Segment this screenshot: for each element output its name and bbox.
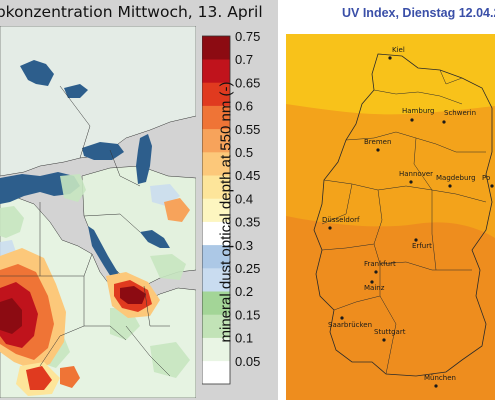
dust-colorbar: 0.05 0.1 0.15 0.2 0.25 0.3 0.35 0.4 0.45 0.5 0.55 0…: [202, 32, 260, 385]
colorbar-swatch: [202, 105, 230, 130]
city-markers: Kiel Hamburg Schwerin Bremen Hannover Magdebu…: [322, 46, 494, 388]
colorbar-swatch: [202, 337, 230, 362]
city-label: Saarbrücken: [328, 321, 372, 329]
colorbar-tick-label: 0.3: [235, 238, 253, 253]
city-marker: [382, 338, 386, 342]
uv-index-map: Kiel Hamburg Schwerin Bremen Hannover Magdebu…: [286, 34, 495, 400]
colorbar-swatch: [202, 59, 230, 83]
colorbar-swatch: [202, 291, 230, 315]
city-label: München: [424, 374, 456, 382]
light-blue-areas: [0, 184, 180, 344]
persian-gulf: [140, 230, 170, 248]
city-label: Erfurt: [412, 242, 432, 250]
city-label: Hamburg: [402, 107, 434, 115]
city-marker: [434, 384, 438, 388]
city-marker: [442, 120, 446, 124]
colorbar-swatch: [202, 268, 230, 292]
city-label: Kiel: [392, 46, 405, 54]
colorbar-tick-label: 0.65: [235, 75, 260, 90]
colorbar-tick-label: 0.2: [235, 284, 253, 299]
mediterranean-sea: [0, 172, 80, 204]
uv-index-panel: UV Index, Dienstag 12.04.2 Kiel Hamburg Sc…: [286, 0, 495, 400]
state-borders: [321, 69, 487, 375]
colorbar-tick-label: 0.55: [235, 122, 260, 137]
colorbar-swatch: [202, 152, 230, 176]
red-sea: [88, 226, 124, 288]
dust-forecast-panel: ubkonzentration Mittwoch, 13. April: [0, 0, 278, 400]
city-marker: [448, 184, 452, 188]
city-marker: [388, 56, 392, 60]
green-vegetation: [0, 174, 190, 378]
city-label: Bremen: [364, 138, 391, 146]
city-marker: [374, 270, 378, 274]
dust-plumes: [0, 198, 190, 396]
city-label: Hannover: [399, 170, 433, 178]
colorbar-swatch: [202, 36, 230, 60]
country-borders: [0, 85, 171, 377]
colorbar-tick-label: 0.05: [235, 354, 260, 369]
city-marker: [410, 118, 414, 122]
colorbar-swatch: [202, 314, 230, 338]
city-marker: [340, 316, 344, 320]
colorbar-swatch: [202, 128, 230, 153]
colorbar-tick-label: 0.7: [235, 52, 253, 67]
colorbar-tick-label: 0.5: [235, 145, 253, 160]
colorbar-swatch: [202, 221, 230, 246]
colorbar-axis-label: mineral dust optical depth at 550 nm (-): [217, 81, 235, 343]
colorbar-frame: [202, 35, 231, 385]
black-sea: [82, 142, 124, 160]
city-label: Schwerin: [444, 109, 476, 117]
caspian-sea: [136, 134, 152, 184]
city-label: Magdeburg: [436, 174, 476, 182]
city-label: Mainz: [364, 284, 385, 292]
city-marker: [376, 148, 380, 152]
dust-map: [0, 26, 196, 398]
colorbar-tick-label: 0.6: [235, 99, 253, 114]
colorbar-tick-label: 0.4: [235, 191, 253, 206]
colorbar-swatch: [202, 82, 230, 106]
colorbar-tick-label: 0.45: [235, 168, 260, 183]
colorbar-tick-label: 0.35: [235, 215, 260, 230]
city-marker: [414, 238, 418, 242]
northern-seas: [20, 60, 88, 98]
colorbar-tick-label: 0.1: [235, 331, 253, 346]
city-marker: [328, 226, 332, 230]
city-label: Po: [482, 174, 490, 182]
colorbar-tick-labels: 0.05 0.1 0.15 0.2 0.25 0.3 0.35 0.4 0.45 0.5 0.55 0…: [235, 32, 260, 369]
colorbar-tick-label: 0.75: [235, 32, 260, 44]
dust-map-title: ubkonzentration Mittwoch, 13. April: [0, 3, 263, 21]
panel-divider: [278, 0, 286, 400]
colorbar-swatch: [202, 244, 230, 269]
city-label: Düsseldorf: [322, 216, 360, 224]
germany-outline: [313, 53, 493, 377]
city-marker: [409, 180, 413, 184]
city-label: Stuttgart: [374, 328, 406, 336]
colorbar-swatches: [202, 36, 230, 385]
colorbar-tick-label: 0.15: [235, 307, 260, 322]
colorbar-tick-label: 0.25: [235, 261, 260, 276]
colorbar-swatch: [202, 360, 230, 385]
city-label: Frankfurt: [364, 260, 396, 268]
city-marker: [370, 280, 374, 284]
colorbar-swatch: [202, 175, 230, 199]
colorbar-swatch: [202, 198, 230, 222]
uv-band-high: [286, 216, 495, 400]
uv-map-title: UV Index, Dienstag 12.04.2: [342, 6, 495, 20]
city-marker: [490, 184, 494, 188]
